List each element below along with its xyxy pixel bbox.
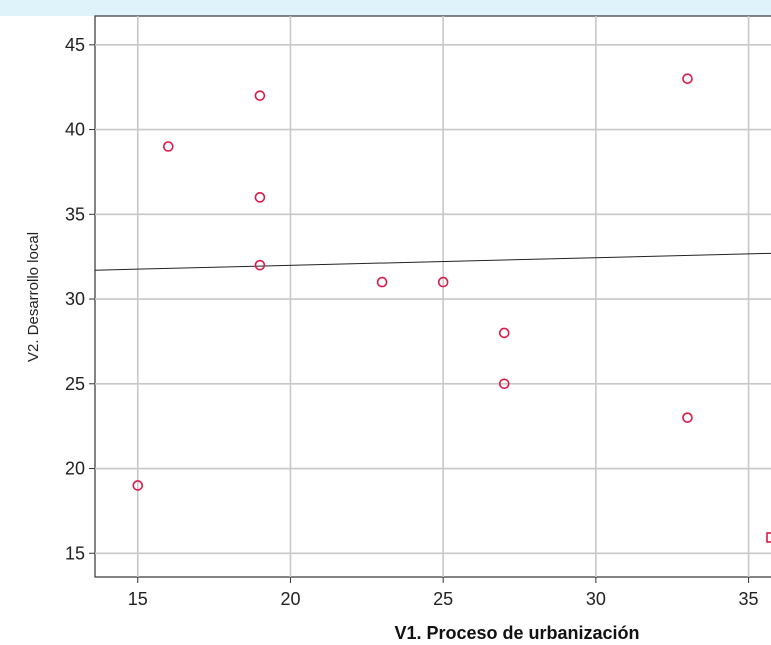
y-tick-label-15: 15 <box>65 543 85 563</box>
x-tick-label-15: 15 <box>128 589 148 609</box>
data-point-3 <box>254 90 266 101</box>
data-point-6 <box>376 276 388 288</box>
x-tick-label-25: 25 <box>433 589 453 609</box>
tick-labels: 15 20 25 30 35 15 20 25 30 35 40 45 <box>65 35 759 609</box>
x-tick-label-30: 30 <box>586 589 606 609</box>
plot-area <box>94 15 771 578</box>
data-point-9 <box>498 378 510 390</box>
data-point-11 <box>682 412 693 423</box>
axis-ticks <box>89 44 750 583</box>
y-tick-label-35: 35 <box>65 204 85 224</box>
data-point-4 <box>254 192 266 203</box>
fit-line <box>94 252 771 271</box>
y-tick-label-25: 25 <box>65 374 85 394</box>
data-point-7 <box>437 276 449 288</box>
clipped-edge-marker <box>766 532 771 543</box>
data-point-10 <box>682 73 693 85</box>
data-point-1 <box>132 480 144 491</box>
fit-line-group <box>94 252 771 271</box>
top-background-band <box>0 0 771 16</box>
y-axis-title: V2. Desarrollo local <box>25 232 42 362</box>
x-tick-label-35: 35 <box>739 589 759 609</box>
data-point-2 <box>162 141 174 152</box>
data-points <box>132 73 693 491</box>
x-tick-label-20: 20 <box>280 589 300 609</box>
data-point-8 <box>498 327 510 339</box>
y-tick-label-45: 45 <box>65 35 85 55</box>
x-axis-title: V1. Proceso de urbanización <box>394 623 639 643</box>
y-tick-label-30: 30 <box>65 289 85 309</box>
grid-lines <box>95 16 771 577</box>
y-tick-label-20: 20 <box>65 459 85 479</box>
y-tick-label-40: 40 <box>65 120 85 140</box>
data-point-5 <box>254 259 266 271</box>
